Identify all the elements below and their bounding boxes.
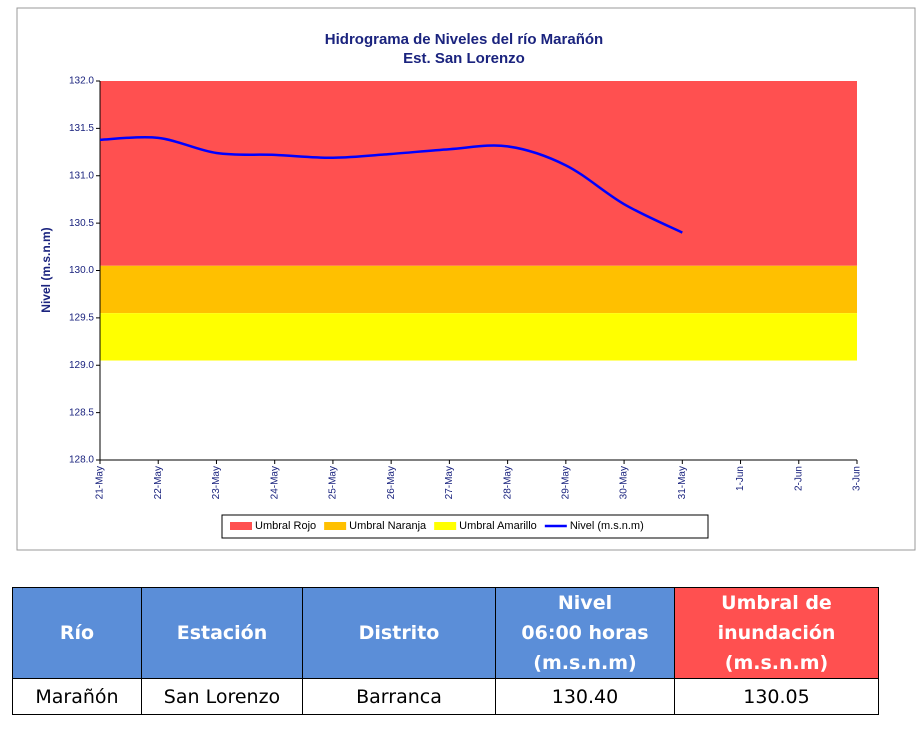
header-text: Río [59, 622, 95, 644]
header-cell: Umbral de inundación (m.s.n.m) [674, 587, 879, 679]
chart: Hidrograma de Niveles del río Marañón Es… [16, 7, 916, 551]
y-tick-label: 131.0 [69, 170, 94, 181]
header-text: Distrito [358, 622, 440, 644]
x-tick-label: 31-May [677, 466, 688, 499]
y-tick-label: 128.5 [69, 407, 94, 418]
y-tick-label: 130.5 [69, 218, 94, 229]
header-text: Nivel [557, 592, 613, 614]
header-cell: Río [12, 587, 142, 679]
x-tick-label: 3-Jun [852, 466, 863, 491]
x-tick-label: 29-May [560, 466, 571, 499]
x-tick-label: 22-May [153, 466, 164, 499]
x-tick-label: 27-May [444, 466, 455, 499]
x-tick-label: 2-Jun [793, 466, 804, 491]
threshold-band [100, 265, 857, 314]
legend-label: Umbral Rojo [255, 520, 316, 532]
chart-subtitle: Est. San Lorenzo [403, 50, 525, 67]
legend-key [324, 522, 347, 530]
y-tick-label: 131.5 [69, 123, 94, 134]
x-tick-label: 26-May [386, 466, 397, 499]
x-tick-label: 25-May [328, 466, 339, 499]
header-cell: Nivel 06:00 horas (m.s.n.m) [495, 587, 675, 679]
x-tick-label: 24-May [269, 466, 280, 499]
table: Río Estación Distrito Nivel 06:00 horas (m.s.… [12, 587, 879, 715]
cell: Marañón [12, 678, 142, 715]
y-tick-label: 128.0 [69, 455, 94, 466]
header-text: Umbral de [721, 592, 832, 614]
header-row: Río Estación Distrito Nivel 06:00 horas (m.s.… [12, 587, 879, 679]
legend-label: Umbral Naranja [349, 520, 427, 532]
legend-key [434, 522, 457, 530]
header-text: 06:00 horas [521, 622, 649, 644]
cell: San Lorenzo [141, 678, 303, 715]
header-text: inundación [717, 622, 836, 644]
y-axis-label: Nivel (m.s.n.m) [39, 227, 53, 312]
x-tick-label: 21-May [95, 466, 106, 499]
x-tick-label: 30-May [619, 466, 630, 499]
legend-box [221, 514, 709, 539]
threshold-band [100, 81, 857, 266]
y-tick-label: 130.0 [69, 265, 94, 276]
y-tick-label: 129.5 [69, 313, 94, 324]
x-tick-label: 1-Jun [735, 466, 746, 491]
legend-label: Nivel (m.s.n.m) [570, 520, 644, 532]
cell: 130.40 [495, 678, 675, 715]
header-text: (m.s.n.m) [533, 652, 637, 674]
header-cell: Estación [141, 587, 303, 679]
y-tick-label: 129.0 [69, 360, 94, 371]
x-tick-label: 28-May [502, 466, 513, 499]
data-row: Marañón San Lorenzo Barranca 130.40 130.05 [12, 678, 879, 715]
x-tick-label: 23-May [211, 466, 222, 499]
legend-key [230, 522, 252, 530]
header-text: Estación [176, 622, 268, 644]
cell: Barranca [302, 678, 496, 715]
header-text: (m.s.n.m) [724, 652, 829, 674]
cell: 130.05 [674, 678, 879, 715]
y-tick-label: 132.0 [69, 76, 94, 87]
level-line [99, 135, 683, 234]
chart-title: Hidrograma de Niveles del río Marañón [325, 31, 603, 48]
threshold-band [100, 313, 857, 361]
header-cell: Distrito [302, 587, 496, 679]
legend-label: Umbral Amarillo [459, 520, 537, 532]
